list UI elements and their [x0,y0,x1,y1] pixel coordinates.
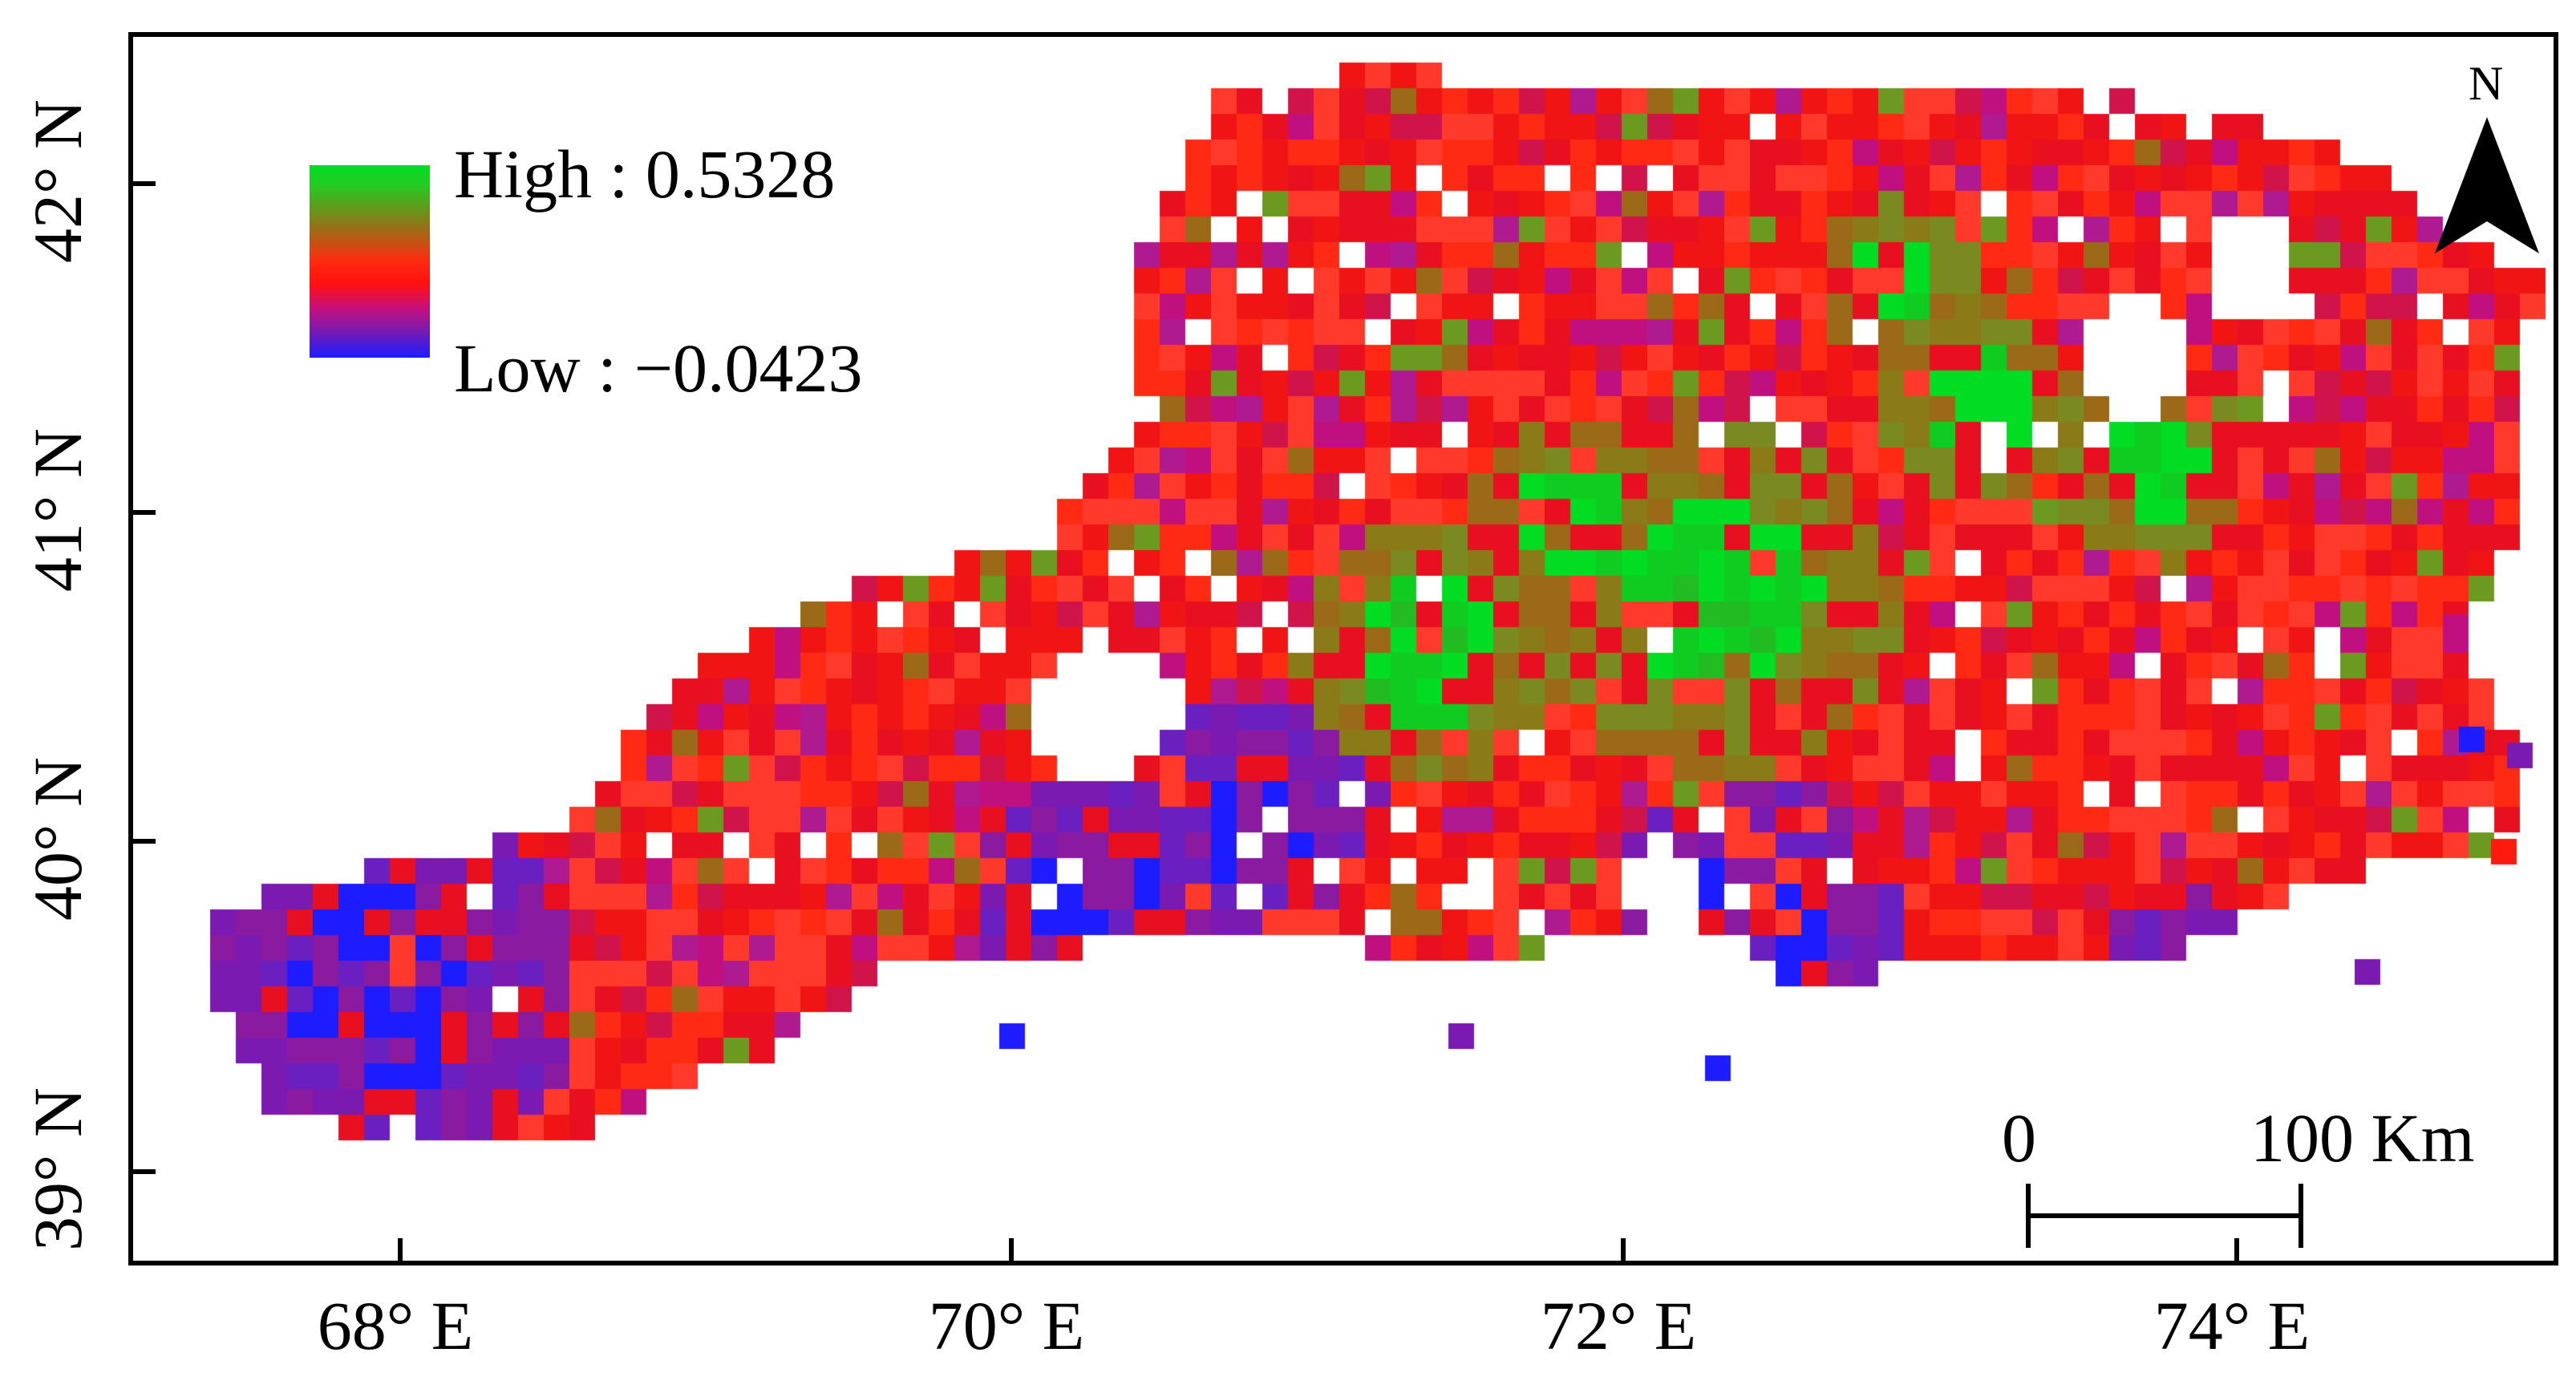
north-label: N [2469,57,2504,110]
y-label-40: 40° N [19,757,96,921]
y-tick-41 [133,510,156,515]
x-label-68: 68° E [317,1287,474,1364]
legend-low-label: Low : −0.0423 [454,330,863,407]
y-tick-42 [133,181,156,186]
x-tick-68 [398,1238,403,1261]
y-label-42: 42° N [19,99,96,263]
scale-bar [2026,1184,2303,1248]
x-label-72: 72° E [1540,1287,1697,1364]
x-tick-72 [1621,1238,1626,1261]
north-arrow-icon [2435,117,2539,253]
x-tick-74 [2234,1238,2239,1261]
scale-bar-end-label: 100 Km [2250,1099,2475,1176]
map-frame: High : 0.5328 Low : −0.0423 N 0 100 Km [128,32,2558,1265]
scale-bar-start-label: 0 [2002,1099,2036,1176]
y-label-41: 41° N [19,428,96,592]
raster-map [133,37,2554,1261]
y-tick-40 [133,839,156,844]
y-tick-39 [133,1169,156,1174]
y-label-39: 39° N [19,1087,96,1251]
x-tick-70 [1009,1238,1014,1261]
legend-high-label: High : 0.5328 [454,136,836,213]
legend-color-ramp [310,165,430,358]
x-label-70: 70° E [928,1287,1085,1364]
x-label-74: 74° E [2153,1287,2311,1364]
